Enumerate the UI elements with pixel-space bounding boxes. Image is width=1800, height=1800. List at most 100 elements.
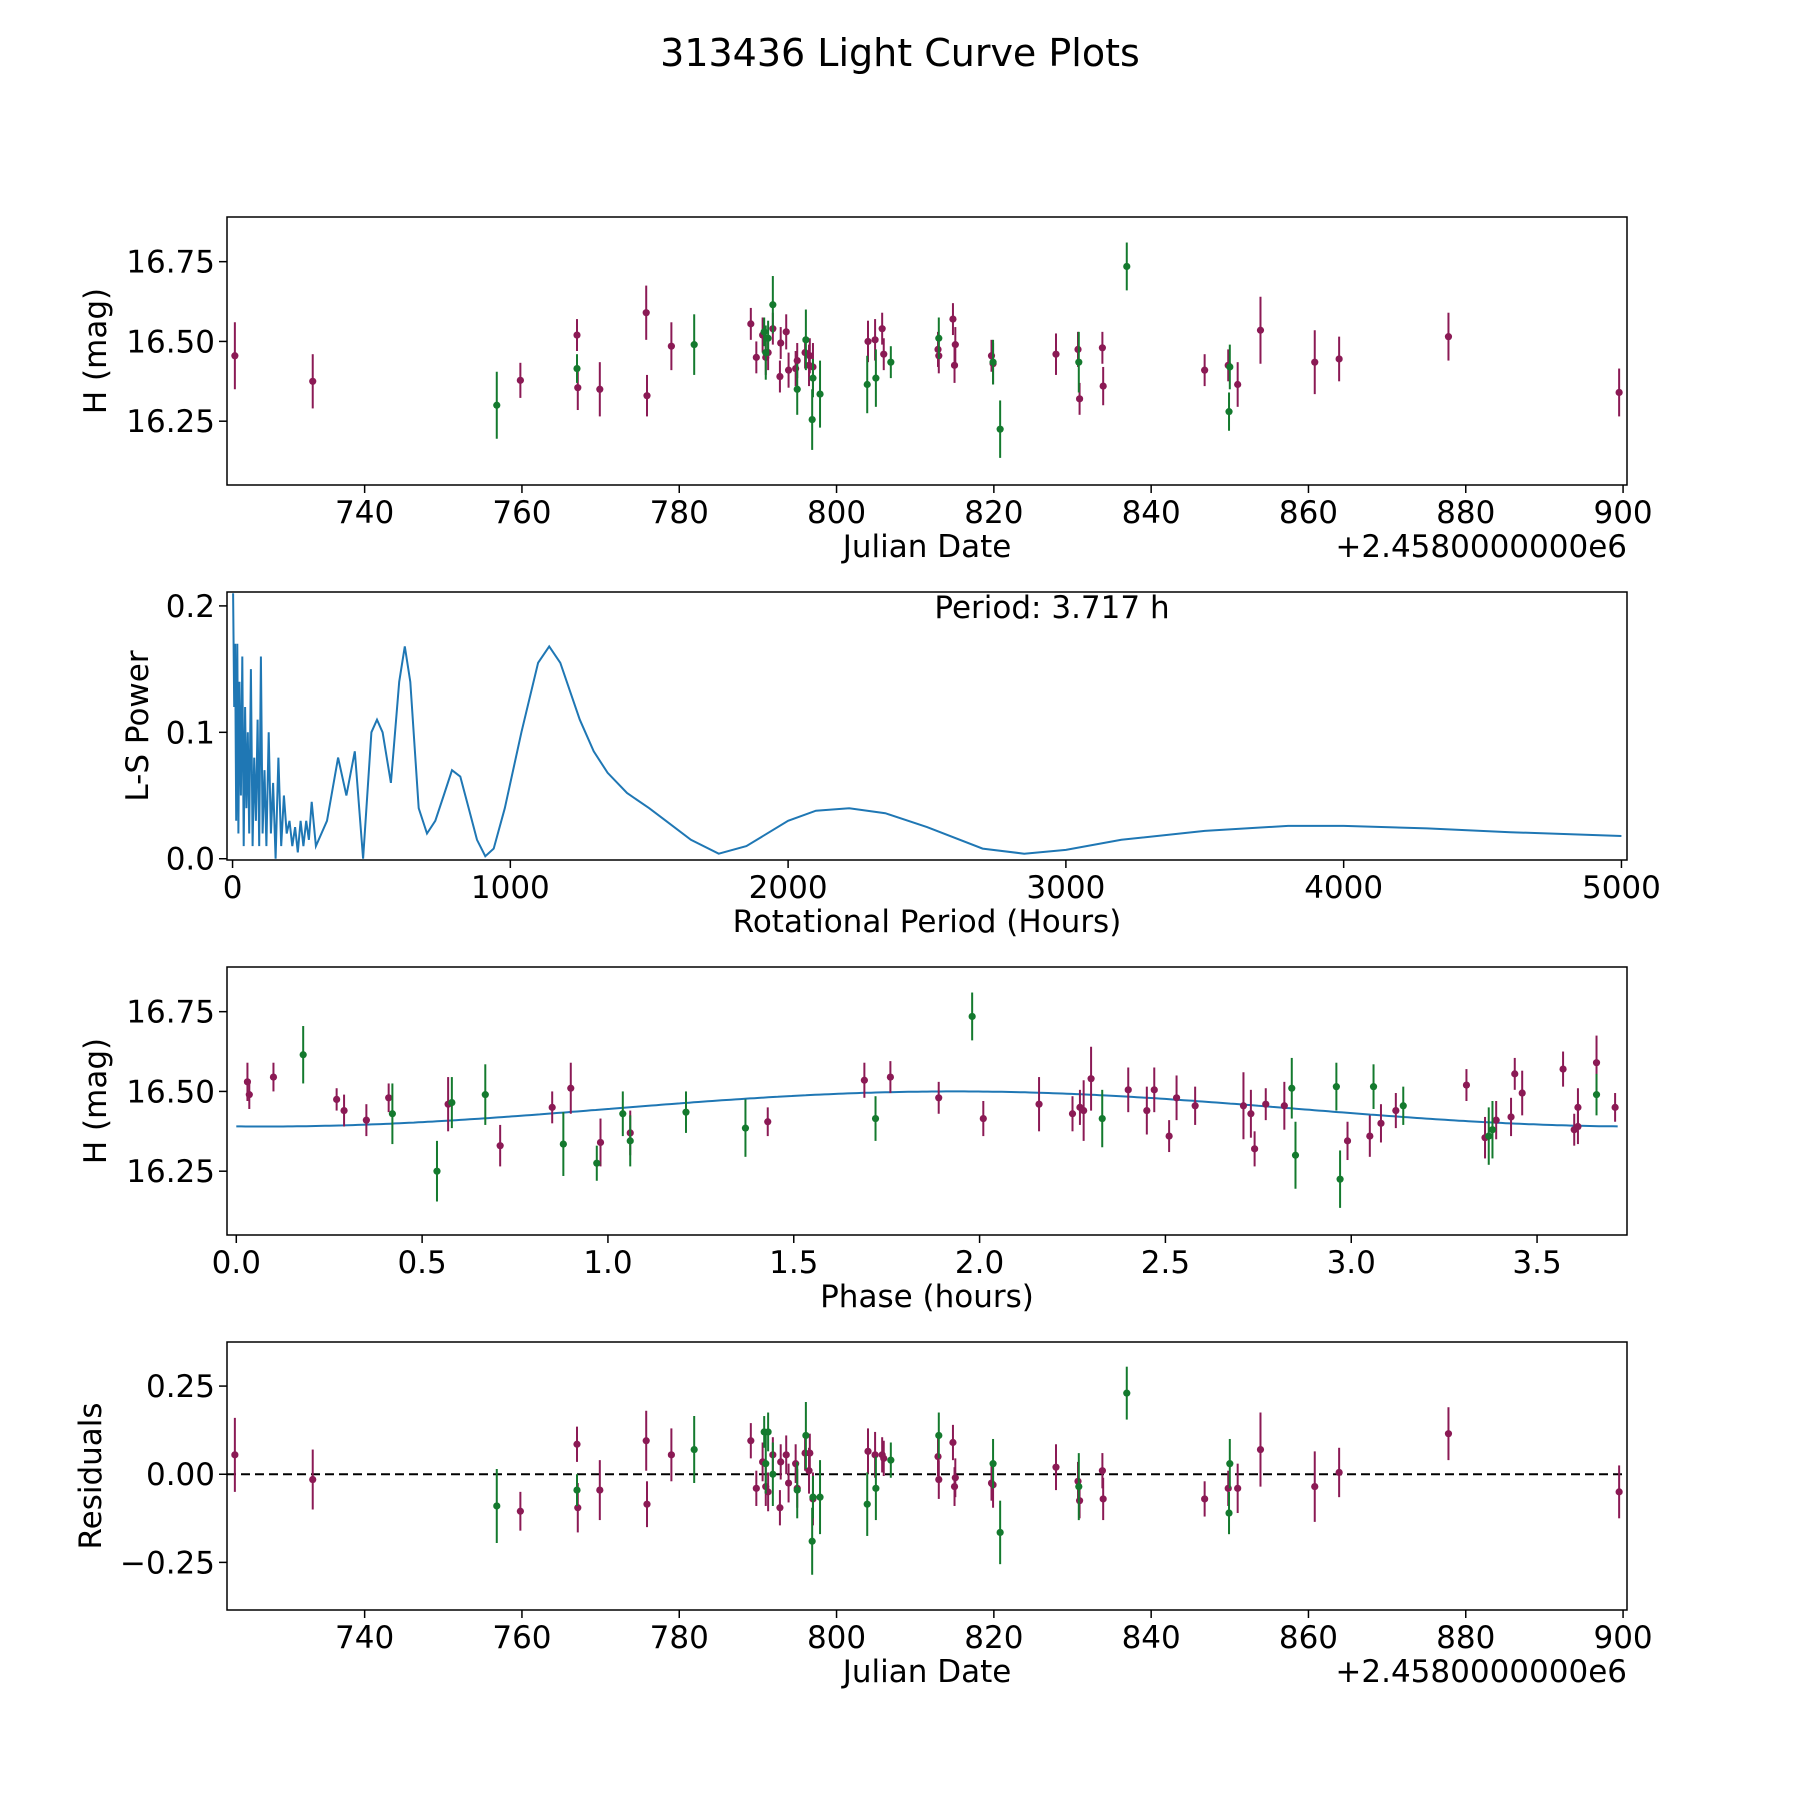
x-axis-label: Phase (hours): [820, 1279, 1034, 1315]
data-point: [1165, 1132, 1173, 1140]
data-point: [333, 1095, 341, 1104]
data-point: [808, 415, 816, 424]
data-point: [596, 385, 604, 393]
x-offset-label: +2.4580000000e6: [1335, 1654, 1627, 1690]
data-point: [808, 1537, 816, 1545]
x-tick-label: 740: [335, 495, 394, 531]
data-point: [741, 1124, 750, 1132]
data-point: [1377, 1119, 1385, 1127]
y-tick-label: 0.0: [166, 842, 215, 878]
y-tick-label: 16.75: [126, 995, 215, 1031]
data-point: [871, 1114, 880, 1123]
data-point: [935, 1431, 943, 1440]
data-point: [1172, 1094, 1181, 1102]
x-tick-label: 0: [223, 870, 243, 906]
data-point: [816, 1493, 824, 1501]
phased-light-curve-panel: Phase (hours) H (mag) 0.0 0.5 1.0 1.5 2.0 2.5…: [78, 966, 1628, 1315]
x-tick-label: 3.0: [1327, 1245, 1376, 1281]
data-point: [1518, 1089, 1526, 1097]
data-point: [764, 334, 772, 342]
x-tick-label: 1.0: [583, 1245, 632, 1281]
data-point: [1201, 366, 1209, 374]
data-point: [996, 1528, 1004, 1537]
data-point: [935, 1475, 943, 1484]
data-point: [863, 380, 871, 389]
data-point: [880, 350, 888, 358]
data-point: [574, 1504, 582, 1512]
data-point: [1335, 355, 1343, 363]
data-point: [1075, 1482, 1083, 1491]
data-point: [777, 1458, 785, 1466]
periodogram-line: [232, 593, 1622, 859]
x-tick-label: 4000: [1304, 870, 1383, 906]
x-axis-label: Rotational Period (Hours): [733, 904, 1122, 940]
y-tick-label: 0.25: [146, 1369, 215, 1405]
data-point: [1080, 1106, 1088, 1115]
data-point: [949, 1438, 957, 1447]
y-axis-label: H (mag): [78, 1038, 114, 1164]
data-point: [784, 1479, 793, 1487]
data-point: [433, 1167, 441, 1175]
data-point: [1611, 1103, 1619, 1111]
data-point: [1262, 1100, 1270, 1108]
data-point: [809, 1493, 817, 1501]
data-point: [493, 401, 501, 409]
data-point: [1288, 1084, 1296, 1092]
y-tick-label: 16.50: [126, 324, 215, 360]
y-tick-label: 16.25: [126, 404, 215, 440]
data-point: [516, 376, 524, 384]
data-point: [1075, 358, 1083, 366]
data-point: [989, 358, 997, 366]
data-point: [793, 1486, 801, 1494]
data-point: [1343, 1137, 1352, 1145]
x-tick-label: 0.0: [212, 1245, 261, 1281]
data-point: [593, 1159, 601, 1167]
data-point: [1256, 1445, 1265, 1454]
data-point: [935, 334, 943, 342]
plot-area: [231, 242, 1623, 458]
data-point: [385, 1094, 393, 1102]
data-point: [1052, 350, 1060, 358]
data-point: [643, 392, 651, 400]
data-point: [481, 1091, 489, 1099]
green-series: [493, 1366, 1234, 1575]
data-point: [1559, 1065, 1567, 1073]
data-point: [1444, 333, 1453, 341]
data-point: [989, 1460, 997, 1468]
x-tick-label: 5000: [1582, 870, 1661, 906]
data-point: [516, 1507, 524, 1515]
x-tick-label: 860: [1279, 1620, 1338, 1656]
residuals-panel: Julian Date Residuals +2.4580000000e6 74…: [73, 1341, 1653, 1690]
data-point: [1099, 1495, 1107, 1503]
x-tick-label: 740: [335, 1620, 394, 1656]
data-point: [872, 1484, 880, 1492]
data-point: [1366, 1132, 1374, 1140]
data-point: [1123, 262, 1131, 271]
data-point: [1226, 363, 1234, 371]
data-point: [769, 1470, 777, 1478]
maroon-series: [243, 1035, 1619, 1167]
data-point: [245, 1091, 253, 1099]
data-point: [764, 1118, 772, 1126]
data-point: [1488, 1126, 1497, 1134]
data-point: [809, 374, 817, 382]
data-point: [1507, 1113, 1515, 1121]
data-point: [231, 1451, 239, 1459]
data-point: [776, 1504, 784, 1512]
data-point: [887, 358, 895, 366]
model-fit-line: [236, 1090, 1618, 1128]
data-point: [762, 1460, 770, 1468]
data-point: [864, 1447, 872, 1455]
data-point: [573, 1486, 581, 1494]
y-tick-label: 0.2: [166, 589, 215, 625]
period-annotation: Period: 3.717 h: [934, 590, 1169, 626]
data-point: [574, 384, 582, 392]
data-point: [1098, 344, 1106, 352]
data-point: [1332, 1083, 1340, 1091]
x-axis-label: Julian Date: [841, 1654, 1012, 1690]
data-point: [864, 337, 872, 346]
x-tick-label: 820: [964, 495, 1023, 531]
data-point: [690, 341, 698, 349]
x-tick-label: 0.5: [397, 1245, 446, 1281]
